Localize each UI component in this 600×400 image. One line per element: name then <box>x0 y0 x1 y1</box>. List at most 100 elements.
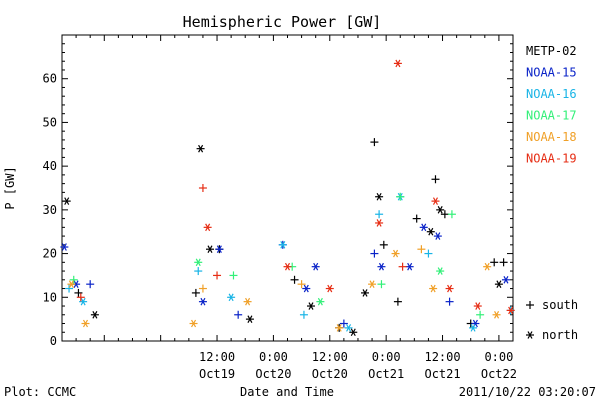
y-axis: 0 10 20 30 40 50 60 <box>43 34 513 348</box>
north-point <box>436 206 445 214</box>
north-point <box>245 315 254 323</box>
x-tick-label-time: 12:00 <box>424 350 460 364</box>
south-point <box>447 210 456 219</box>
south-point <box>234 310 243 319</box>
south-point <box>65 284 74 293</box>
south-point <box>379 240 388 249</box>
south-point <box>339 319 348 328</box>
x-tick-label-date: Oct21 <box>424 367 460 381</box>
north-point <box>494 280 503 288</box>
x-tick-label-date: Oct22 <box>481 367 517 381</box>
north-marker-label: north <box>542 328 578 342</box>
north-point <box>306 302 315 310</box>
north-point <box>473 302 482 310</box>
marker-legend: south north <box>526 298 578 342</box>
y-tick-label: 60 <box>43 72 57 86</box>
north-point <box>492 310 501 319</box>
north-marker-legend: north <box>526 328 578 342</box>
south-point <box>396 192 405 201</box>
north-point <box>79 297 88 306</box>
x-tick-label-date: Oct21 <box>368 367 404 381</box>
north-point <box>436 267 445 275</box>
legend-entry: NOAA-17 <box>526 109 577 123</box>
south-point <box>490 258 499 267</box>
south-point <box>290 275 299 284</box>
north-point <box>377 262 386 271</box>
x-tick-label-time: 0:00 <box>484 350 513 364</box>
south-point <box>198 184 207 192</box>
south-point <box>299 310 308 319</box>
legend-entry: NOAA-16 <box>526 87 577 101</box>
y-tick-label: 20 <box>43 247 57 261</box>
north-point <box>203 223 212 232</box>
south-point <box>74 288 83 297</box>
north-point <box>419 223 428 232</box>
north-point <box>433 232 442 240</box>
south-point <box>229 271 238 280</box>
north-point <box>506 306 515 315</box>
plot-timestamp: 2011/10/22 03:20:07 <box>459 385 596 399</box>
north-point <box>302 284 311 293</box>
south-point <box>375 210 384 219</box>
north-point <box>391 249 400 258</box>
north-point <box>469 324 478 332</box>
north-point <box>375 192 384 201</box>
x-axis-label: Date and Time <box>240 385 334 399</box>
x-tick-label-time: 0:00 <box>372 350 401 364</box>
north-point <box>198 297 207 306</box>
south-point <box>76 293 85 302</box>
north-point <box>483 262 492 271</box>
north-point <box>283 262 292 271</box>
y-axis-label: P [GW] <box>3 166 17 209</box>
north-point <box>227 293 236 302</box>
south-point <box>412 214 421 223</box>
south-point <box>499 258 508 267</box>
plot-credit: Plot: CCMC <box>4 385 76 399</box>
north-point <box>278 241 287 249</box>
y-tick-label: 10 <box>43 290 57 304</box>
north-point <box>316 297 325 306</box>
y-tick-label: 40 <box>43 159 57 173</box>
south-point <box>398 262 407 271</box>
legend-entry: NOAA-15 <box>526 66 577 80</box>
north-point <box>325 284 334 293</box>
north-point <box>196 144 205 153</box>
north-point <box>67 280 76 288</box>
legend: METP-02 NOAA-15 NOAA-16 NOAA-17 NOAA-18 NOAA-… <box>526 44 577 166</box>
y-tick-label: 0 <box>50 334 57 348</box>
north-point <box>426 227 435 236</box>
south-point <box>69 275 78 284</box>
north-point <box>62 197 71 205</box>
south-point <box>86 280 95 289</box>
south-point <box>424 249 433 258</box>
north-point <box>501 276 510 284</box>
north-point <box>445 284 454 293</box>
north-point <box>344 324 353 332</box>
north-point <box>194 258 203 267</box>
south-point <box>417 245 426 254</box>
south-point <box>440 210 449 219</box>
x-tick-label-date: Oct19 <box>199 367 235 381</box>
north-point <box>349 328 358 337</box>
south-point <box>370 138 379 147</box>
south-point <box>476 310 485 319</box>
chart-title: Hemispheric Power [GW] <box>183 13 382 31</box>
legend-entry: NOAA-19 <box>526 152 577 166</box>
y-tick-label: 50 <box>43 115 57 129</box>
north-point <box>368 280 377 288</box>
north-point <box>189 319 198 328</box>
legend-entry: METP-02 <box>526 44 577 58</box>
south-marker-label: south <box>542 298 578 312</box>
data-points <box>60 59 515 337</box>
south-marker-legend: south <box>526 298 578 312</box>
north-point <box>429 284 438 293</box>
x-tick-label-date: Oct20 <box>255 367 291 381</box>
south-point <box>431 175 440 184</box>
north-point <box>81 319 90 328</box>
x-tick-label-date: Oct20 <box>312 367 348 381</box>
north-point <box>243 297 252 306</box>
south-point <box>370 249 379 258</box>
north-point <box>335 324 344 332</box>
north-point <box>215 245 224 253</box>
